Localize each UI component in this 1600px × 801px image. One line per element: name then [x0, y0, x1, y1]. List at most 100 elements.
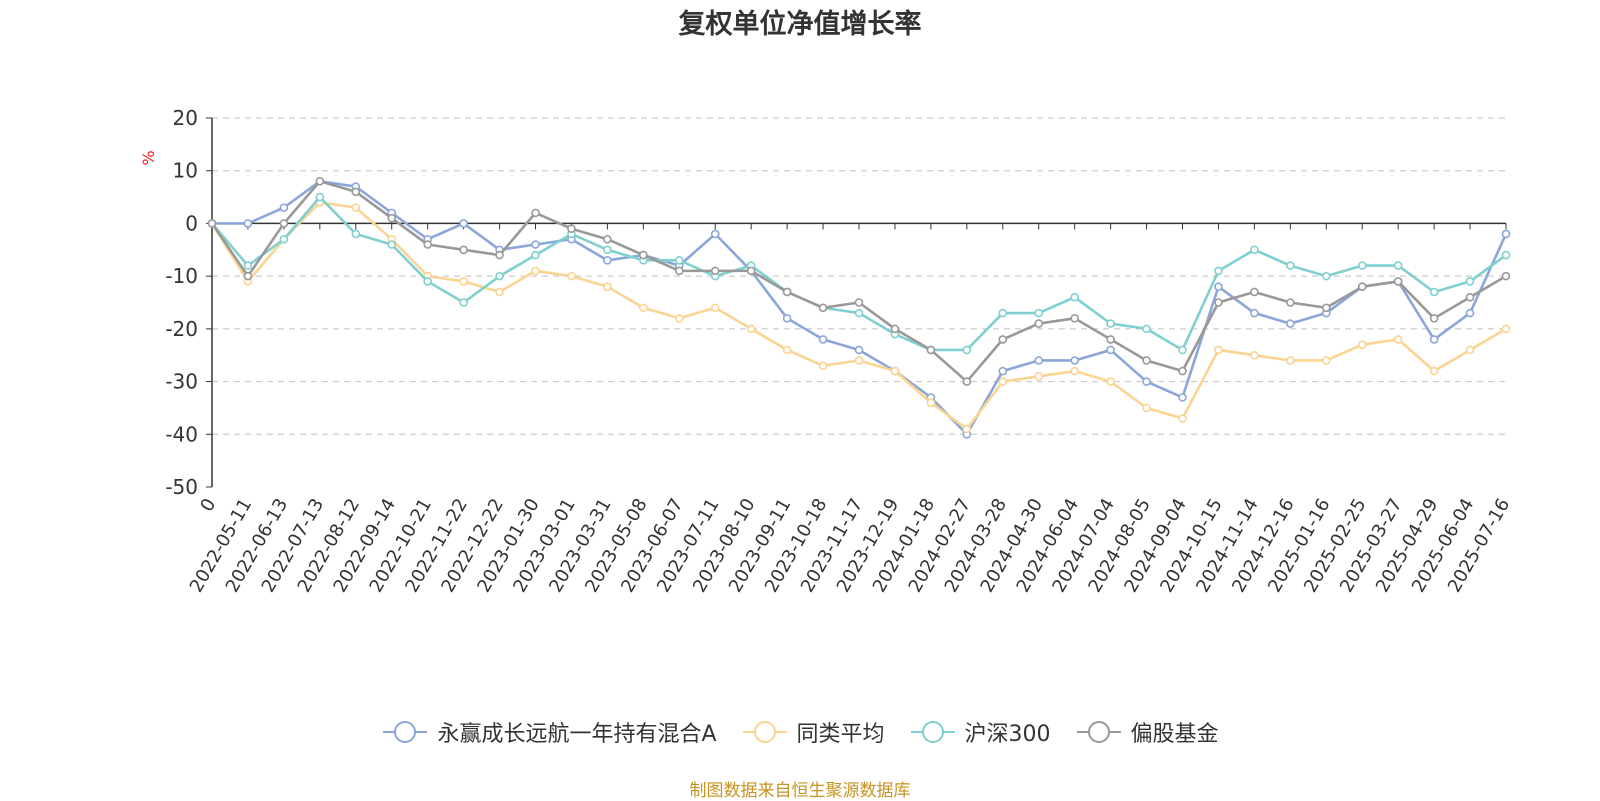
data-point-series-1: [1178, 393, 1187, 402]
data-point-series-4: [1286, 298, 1295, 307]
data-point-series-1: [818, 335, 828, 344]
data-point-series-4: [818, 303, 828, 313]
data-point-series-1: [782, 314, 792, 323]
legend-item-series-2[interactable]: 同类平均: [741, 716, 885, 748]
data-point-series-4: [854, 298, 864, 307]
data-point-series-4: [1178, 366, 1187, 376]
data-point-series-4: [243, 271, 253, 281]
data-point-series-1: [998, 366, 1008, 376]
data-point-series-4: [890, 324, 900, 334]
data-point-series-2: [603, 282, 612, 291]
y-tick-label: 20: [173, 106, 198, 130]
y-tick-label: -20: [165, 317, 198, 341]
data-point-series-3: [1465, 277, 1475, 286]
data-point-series-4: [207, 219, 217, 228]
data-point-series-2: [1501, 324, 1511, 334]
data-point-series-3: [459, 298, 468, 307]
data-point-series-3: [243, 261, 253, 270]
data-point-series-2: [1106, 377, 1115, 386]
data-point-series-1: [1429, 335, 1439, 344]
data-point-series-4: [639, 250, 648, 260]
data-point-series-4: [1501, 271, 1511, 281]
data-point-series-3: [387, 240, 397, 249]
data-point-series-3: [1178, 345, 1187, 355]
data-point-series-2: [1357, 340, 1367, 349]
data-point-series-3: [1321, 271, 1331, 281]
data-point-series-3: [998, 308, 1008, 318]
legend-label: 沪深300: [964, 722, 1051, 747]
data-point-series-4: [315, 176, 325, 186]
legend-item-series-3[interactable]: 沪深300: [909, 716, 1051, 748]
data-point-series-4: [746, 266, 756, 276]
y-tick-label: 10: [173, 159, 198, 183]
data-point-series-2: [782, 345, 792, 355]
data-point-series-3: [351, 229, 361, 239]
data-point-series-2: [495, 287, 504, 297]
data-point-series-4: [279, 219, 289, 228]
y-tick-label: 0: [185, 211, 198, 235]
legend-item-series-4[interactable]: 偏股基金: [1075, 716, 1219, 748]
data-point-series-2: [1178, 414, 1187, 423]
data-point-series-3: [962, 345, 972, 355]
legend-marker-icon: [383, 721, 428, 743]
data-point-series-1: [1286, 319, 1295, 328]
data-point-series-2: [1070, 366, 1079, 376]
chart-title: 复权单位净值增长率: [678, 9, 922, 40]
data-point-series-4: [495, 250, 504, 260]
data-point-series-4: [1106, 335, 1115, 344]
data-point-series-1: [603, 256, 612, 265]
data-point-series-2: [1429, 366, 1439, 376]
data-point-series-3: [674, 256, 684, 265]
data-point-series-4: [567, 224, 576, 233]
data-point-series-2: [746, 324, 756, 334]
data-point-series-2: [890, 366, 900, 376]
legend-marker-icon: [1076, 721, 1121, 743]
data-point-series-1: [1034, 356, 1044, 365]
data-point-series-4: [387, 213, 397, 223]
data-point-series-3: [1393, 261, 1403, 270]
data-point-series-3: [495, 271, 504, 281]
legend-marker-icon: [910, 721, 955, 743]
legend-label: 偏股基金: [1130, 722, 1219, 747]
data-point-series-1: [1142, 377, 1151, 386]
chart-legend: 永赢成长远航一年持有混合A 同类平均 沪深300 偏股基金: [0, 716, 1600, 748]
source-note: 制图数据来自恒生聚源数据库: [689, 781, 911, 801]
y-axis-label: %: [139, 150, 158, 165]
series-line-3: [211, 195, 1507, 352]
data-point-series-4: [1070, 314, 1079, 323]
legend-label: 永赢成长远航一年持有混合A: [437, 722, 717, 747]
data-point-series-3: [1214, 266, 1223, 276]
data-point-series-4: [1214, 298, 1223, 307]
data-point-series-3: [603, 245, 612, 255]
data-point-series-1: [1465, 308, 1475, 318]
y-tick-label: -30: [165, 370, 198, 394]
data-point-series-3: [1034, 308, 1044, 318]
data-point-series-2: [1214, 345, 1223, 355]
data-point-series-2: [854, 356, 864, 365]
data-point-series-2: [639, 303, 648, 313]
data-point-series-1: [1214, 282, 1223, 291]
data-point-series-4: [1250, 287, 1259, 297]
data-point-series-4: [926, 345, 936, 355]
data-point-series-2: [567, 271, 576, 281]
legend-label: 同类平均: [796, 722, 885, 747]
data-point-series-1: [854, 345, 864, 355]
data-point-series-1: [459, 219, 468, 228]
data-point-series-3: [423, 277, 432, 286]
data-point-series-4: [351, 187, 361, 197]
data-point-series-1: [1501, 229, 1511, 239]
data-point-series-1: [1250, 308, 1259, 318]
data-point-series-2: [1465, 345, 1475, 355]
data-point-series-2: [1286, 356, 1295, 365]
data-point-series-4: [459, 245, 468, 255]
data-point-series-2: [351, 203, 361, 212]
legend-item-series-1[interactable]: 永赢成长远航一年持有混合A: [381, 716, 717, 748]
data-point-series-2: [998, 377, 1008, 386]
data-point-series-2: [459, 277, 468, 286]
data-point-series-1: [1070, 356, 1079, 365]
data-point-series-3: [531, 250, 540, 260]
data-point-series-4: [1393, 277, 1403, 286]
data-point-series-4: [1429, 314, 1439, 323]
data-point-series-2: [818, 361, 828, 371]
